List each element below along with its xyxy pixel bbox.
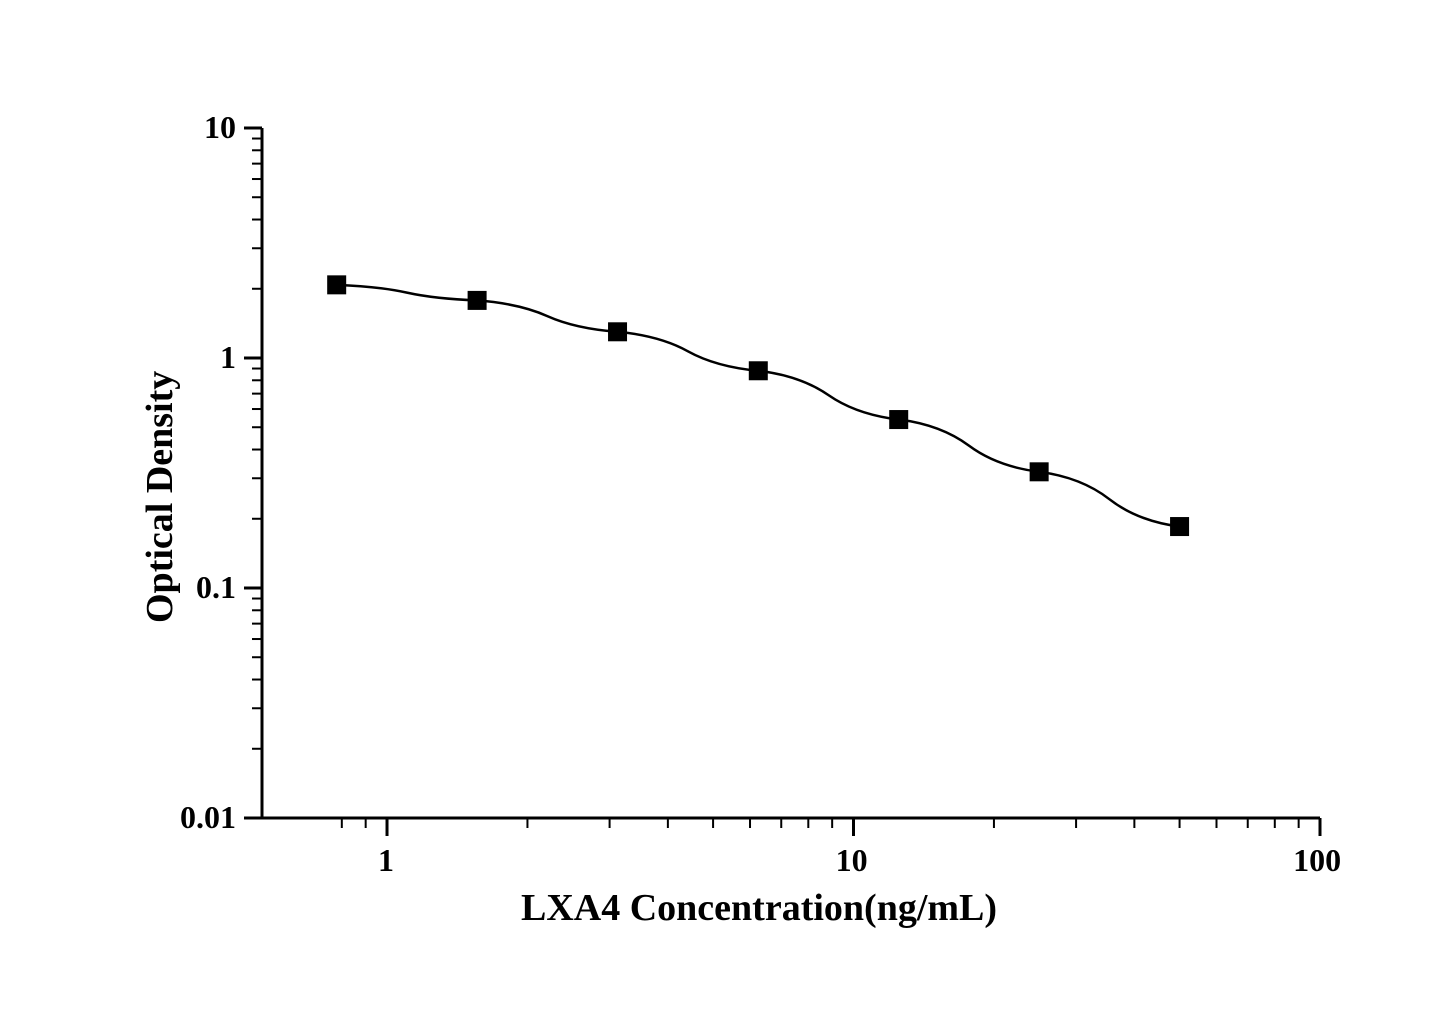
y-tick-label: 1 [220, 339, 236, 376]
y-tick-label: 0.1 [196, 569, 236, 606]
y-tick-label: 0.01 [180, 799, 236, 836]
data-marker [890, 411, 908, 429]
data-marker [749, 362, 767, 380]
x-tick-label: 1 [378, 842, 394, 879]
x-tick-label: 10 [836, 842, 868, 879]
x-tick-label: 100 [1293, 842, 1341, 879]
y-axis-label: Optical Density [138, 371, 182, 623]
series-line [337, 285, 1180, 527]
data-marker [1171, 518, 1189, 536]
chart-svg [0, 0, 1445, 1009]
data-marker [468, 291, 486, 309]
y-tick-label: 10 [204, 109, 236, 146]
x-axis-label: LXA4 Concentration(ng/mL) [521, 886, 997, 930]
data-marker [328, 276, 346, 294]
data-marker [609, 323, 627, 341]
data-marker [1030, 463, 1048, 481]
